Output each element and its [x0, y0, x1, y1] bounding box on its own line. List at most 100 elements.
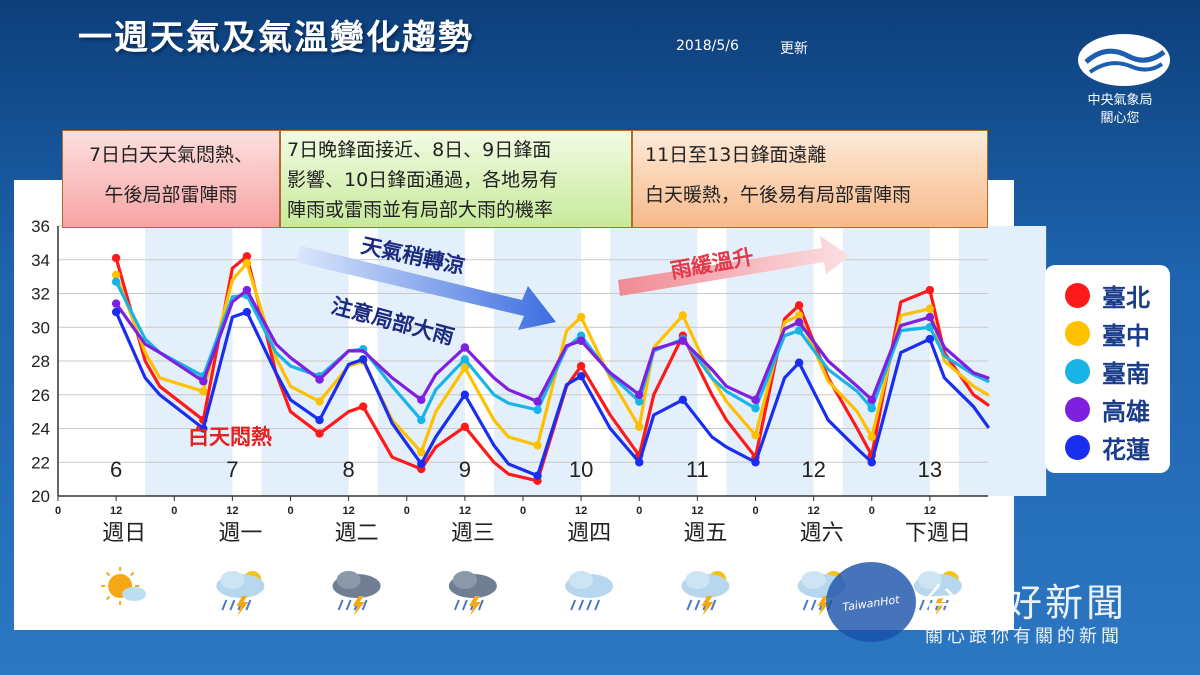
series-point: [794, 311, 804, 320]
rain-drop: [221, 599, 228, 611]
series-point: [460, 390, 470, 399]
hour-tick-label: 0: [520, 505, 526, 517]
weekday-label: 週五: [683, 521, 727, 546]
weekday-label: 週二: [335, 521, 379, 546]
hour-tick-label: 0: [636, 505, 642, 517]
rain-drop: [686, 599, 693, 611]
series-point: [315, 397, 324, 406]
cloud-shape: [336, 571, 361, 589]
legend-dot: [1065, 282, 1090, 308]
series-point: [635, 458, 644, 467]
note2-line1: 7日晚鋒面接近、8日、9日鋒面: [287, 139, 552, 161]
rain-drop: [361, 599, 368, 611]
series-point: [315, 375, 324, 384]
note1-line1: 7日白天天氣悶熱、: [88, 144, 254, 166]
series-point: [358, 402, 368, 411]
y-tick-label: 36: [31, 217, 50, 236]
legend-item: 臺南: [1065, 351, 1150, 391]
hour-tick-label: 0: [404, 505, 410, 517]
lightning-shape: [236, 596, 249, 616]
series-point: [635, 422, 644, 432]
legend-label: 臺北: [1102, 283, 1150, 312]
series-point: [635, 397, 644, 406]
legend-item: 高雄: [1065, 389, 1150, 429]
series-point: [199, 377, 208, 386]
weekday-label: 週三: [451, 521, 495, 546]
series-point: [925, 334, 935, 344]
series-point: [678, 336, 688, 345]
day-number-label: 6: [110, 457, 122, 482]
series-point: [925, 285, 935, 295]
legend-item: 花蓮: [1065, 427, 1150, 467]
series-point: [794, 358, 804, 367]
cloud-shape: [220, 571, 245, 589]
series-point: [460, 343, 470, 352]
cwb-logo-icon: [1078, 34, 1170, 86]
hour-tick-label: 12: [110, 505, 122, 517]
agency-line1: 中央氣象局: [1087, 93, 1153, 108]
series-point: [460, 363, 470, 372]
series-point: [925, 304, 935, 313]
thunderstorm-icon: [681, 571, 730, 616]
series-point: [242, 252, 252, 261]
series-point: [315, 429, 324, 438]
y-tick-label: 22: [31, 453, 50, 472]
hot-day-annotation: 白天悶熱: [188, 425, 272, 449]
series-point: [576, 312, 586, 322]
series-point: [242, 258, 252, 268]
y-tick-label: 30: [31, 318, 50, 337]
y-tick-label: 28: [31, 352, 50, 371]
sun-ray: [105, 571, 111, 577]
rain-drop: [802, 599, 809, 611]
note-hot-day: 7日白天天氣悶熱、 午後局部雷陣雨: [62, 130, 280, 228]
rain-drop: [694, 599, 701, 611]
update-date: 2018/5/6: [676, 38, 739, 54]
cloud-shape: [685, 571, 710, 589]
update-label: 更新: [780, 41, 808, 57]
series-point: [867, 432, 876, 442]
legend-label: 花蓮: [1102, 435, 1150, 464]
day-number-label: 7: [226, 457, 238, 482]
rain-cloud-icon: [565, 571, 614, 611]
legend-label: 臺南: [1102, 359, 1150, 388]
series-point: [576, 371, 586, 381]
cloud-shape: [122, 587, 147, 601]
weekday-label: 週一: [218, 521, 262, 546]
hour-tick-label: 0: [752, 505, 758, 517]
legend-label: 臺中: [1102, 321, 1150, 350]
hour-tick-label: 0: [55, 505, 61, 517]
rain-drop: [918, 599, 925, 611]
note2-line2: 影響、10日鋒面通過，各地易有: [287, 169, 559, 191]
hour-tick-label: 12: [924, 505, 936, 517]
thunderstorm-icon: [332, 571, 381, 616]
rain-drop: [453, 599, 460, 611]
series-line: [114, 310, 990, 478]
series-point: [794, 301, 804, 310]
hour-tick-label: 12: [575, 505, 587, 517]
series-point: [417, 459, 426, 469]
sun-ray: [130, 571, 135, 577]
series-point: [678, 311, 688, 320]
legend-label: 高雄: [1102, 397, 1150, 426]
cloud-shape: [569, 571, 594, 589]
hour-tick-label: 12: [691, 505, 703, 517]
rain-drop: [710, 599, 717, 611]
sunny-cloud-icon: [101, 567, 147, 605]
legend-item: 臺中: [1065, 313, 1150, 353]
series-point: [315, 415, 324, 425]
series-point: [751, 431, 760, 440]
series-point: [111, 299, 121, 308]
day-number-label: 13: [918, 457, 942, 482]
series-point: [242, 307, 252, 317]
series-point: [111, 270, 121, 280]
weekday-label: 週四: [567, 521, 611, 546]
lightning-shape: [468, 596, 481, 616]
rain-drop: [461, 599, 468, 611]
y-tick-label: 20: [31, 487, 50, 506]
legend-dot: [1065, 434, 1090, 460]
weekday-label: 下週日: [905, 521, 971, 546]
series-point: [751, 404, 760, 413]
lightning-shape: [817, 596, 830, 616]
hour-tick-label: 12: [808, 505, 820, 517]
rain-drop: [926, 599, 933, 611]
